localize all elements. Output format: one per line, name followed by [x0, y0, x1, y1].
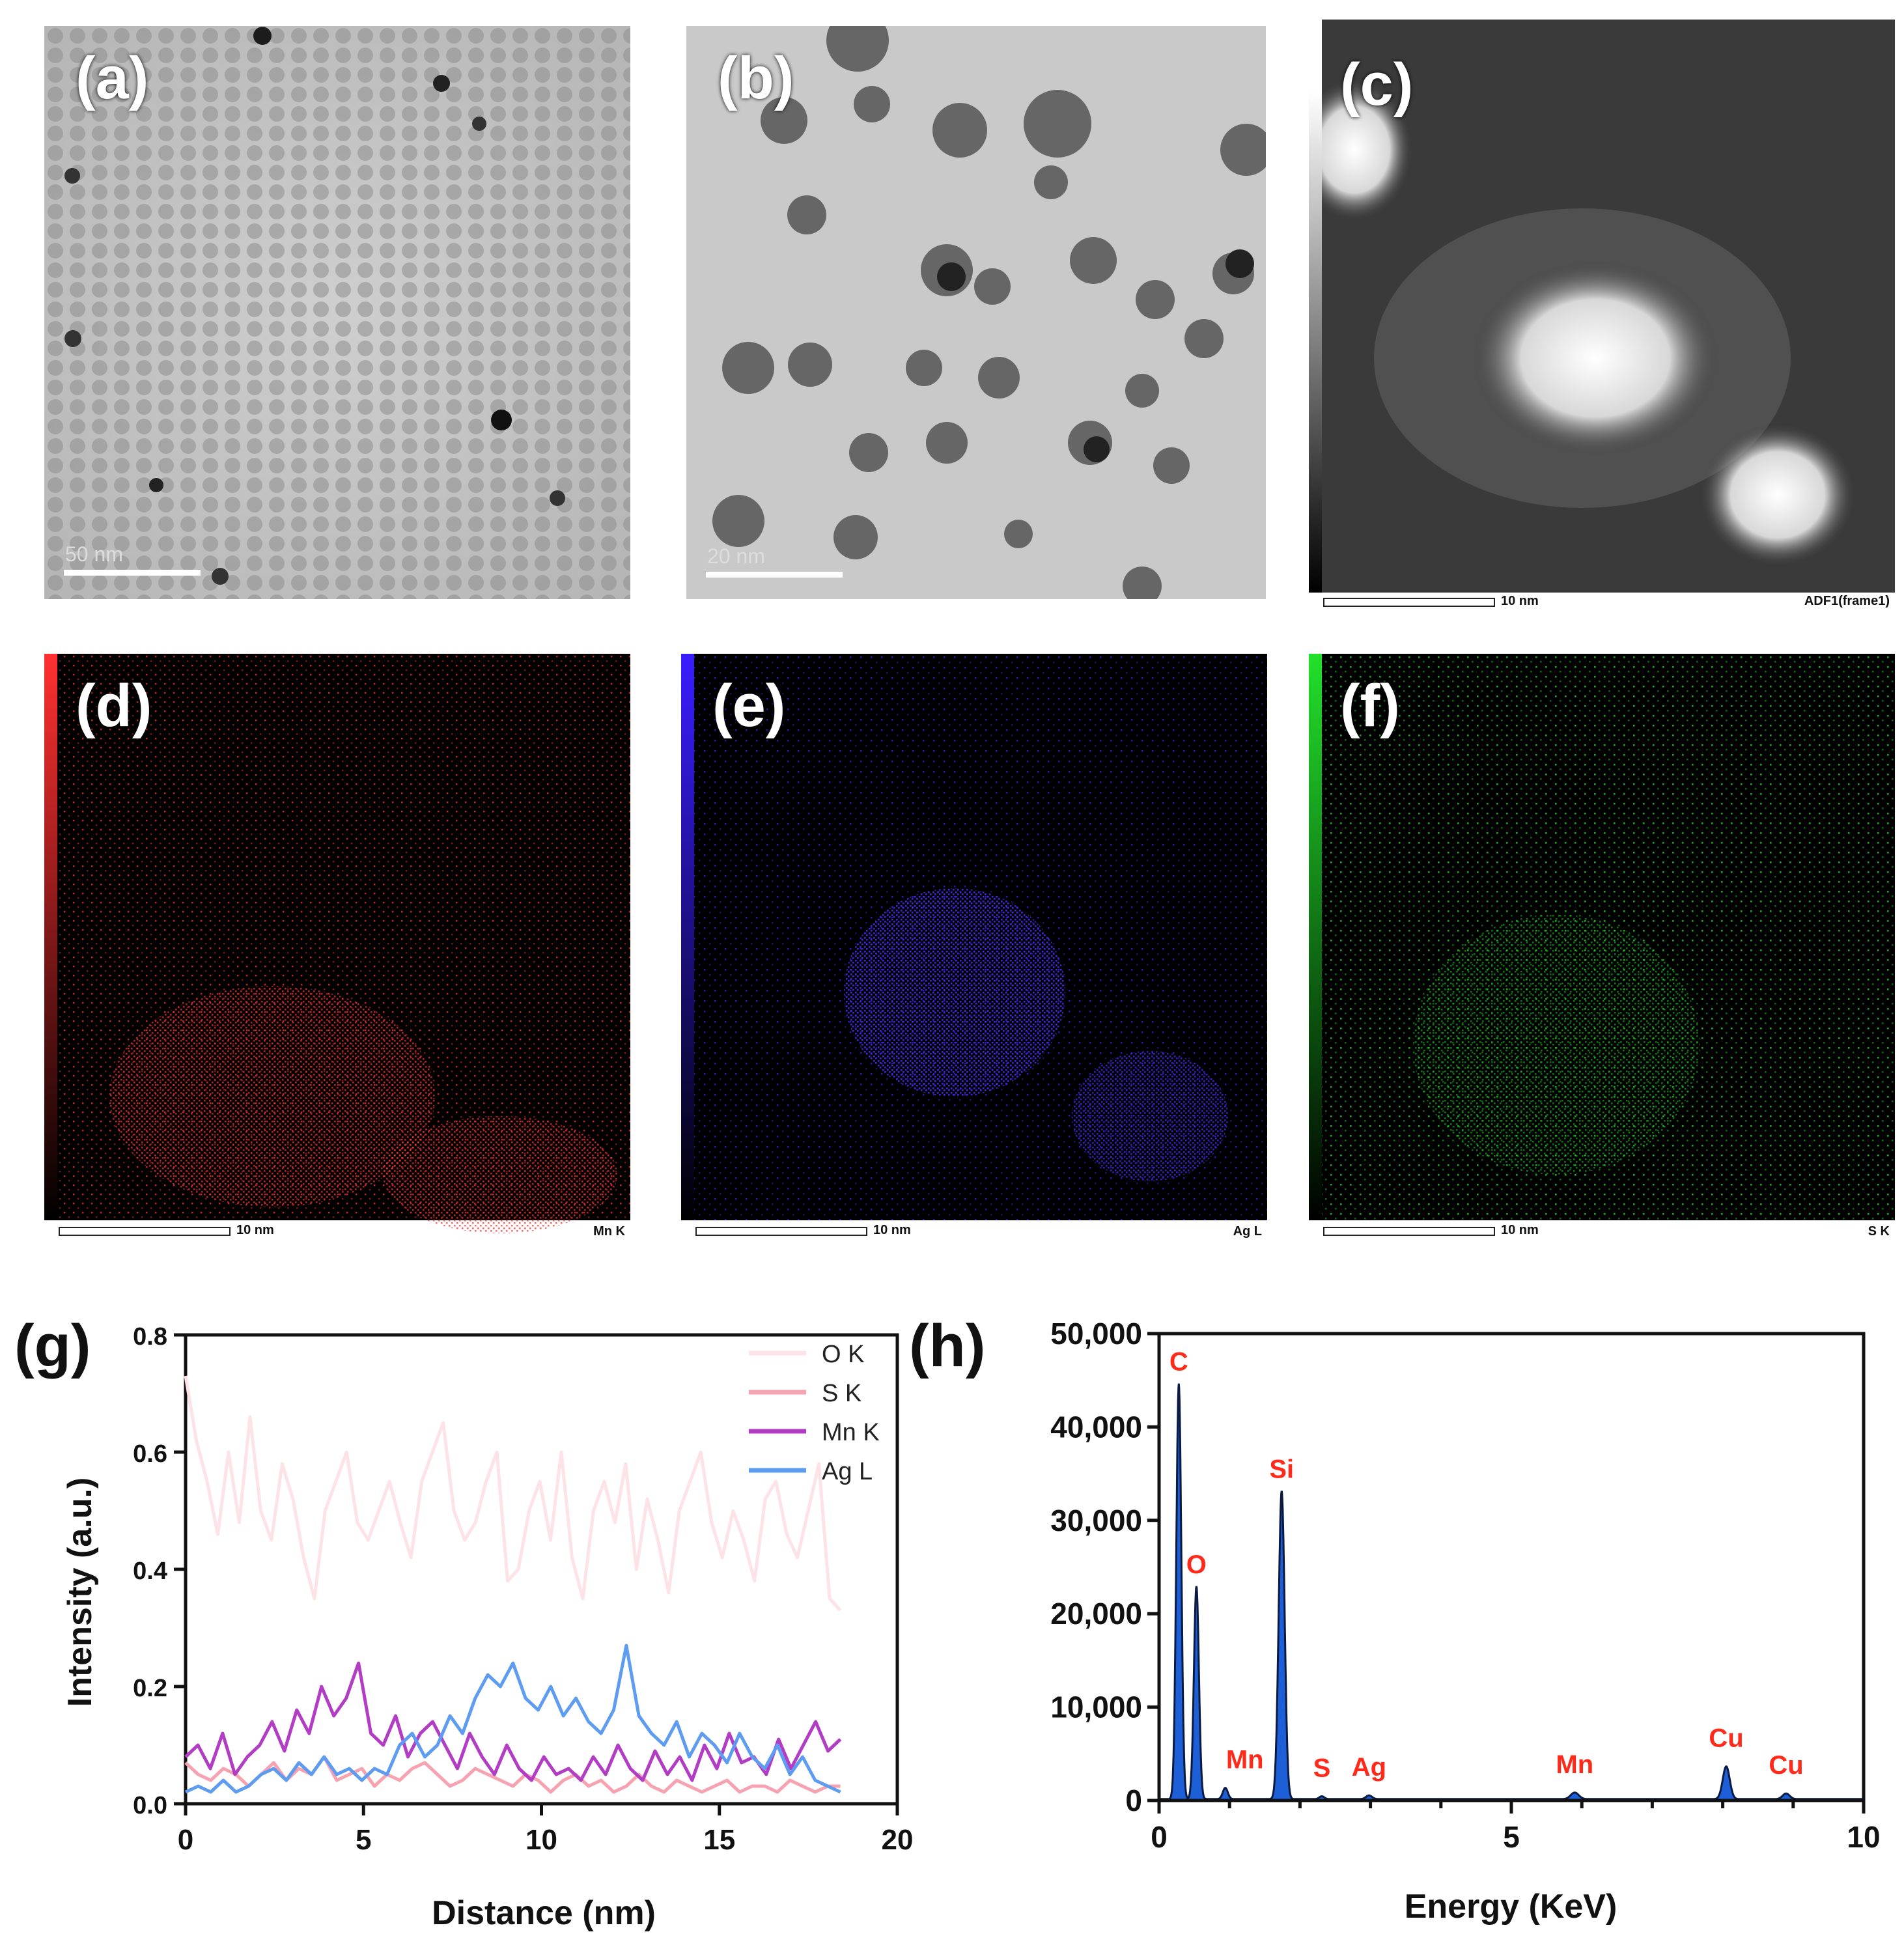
- scale-bar-e: [695, 1227, 867, 1236]
- series-line-mn-k: [184, 1661, 842, 1782]
- scale-bar-d: [59, 1227, 231, 1236]
- scale-bar-f: [1323, 1227, 1495, 1236]
- y-tick-label-h: 40,000: [1050, 1410, 1142, 1444]
- panel-label-f: (f): [1340, 673, 1400, 739]
- peak-label-h: Cu: [1709, 1724, 1743, 1753]
- scale-bar-a: [64, 570, 201, 576]
- x-tick-label-h: 10: [1847, 1820, 1880, 1854]
- tem-image-a: [44, 26, 630, 599]
- y-tick-label-h: 30,000: [1050, 1504, 1142, 1537]
- legend-label-g: O K: [822, 1341, 864, 1368]
- panel-label-e: (e): [712, 673, 786, 739]
- eds-map-s: [1309, 654, 1895, 1220]
- y-tick-label-h: 50,000: [1050, 1317, 1142, 1351]
- x-axis-label-h: Energy (KeV): [1405, 1888, 1617, 1926]
- peak-label-h: Si: [1269, 1455, 1294, 1484]
- peak-label-h: Mn: [1556, 1750, 1593, 1779]
- panel-label-g: (g): [14, 1313, 91, 1379]
- y-tick-label-g: 0.2: [133, 1675, 167, 1702]
- element-label-e: Ag L: [1233, 1224, 1262, 1239]
- peak-label-h: C: [1169, 1348, 1188, 1377]
- scale-text-d: 10 nm: [236, 1223, 274, 1237]
- y-tick-label-h: 0: [1125, 1784, 1142, 1817]
- scale-text-e: 10 nm: [873, 1223, 911, 1237]
- x-tick-label-g: 0: [178, 1824, 193, 1856]
- plot-area-g: 0 5 10 15 20 0.0 0.2 0.4 0.6 0.8 O K S K Mn K Ag L: [133, 1323, 913, 1856]
- series-line-o-k: [184, 1375, 842, 1612]
- scale-bar-b: [706, 572, 843, 578]
- axes-frame-h: [1157, 1332, 1866, 1802]
- scale-bar-c: [1323, 598, 1495, 607]
- peak-label-h: Mn: [1226, 1746, 1264, 1774]
- x-tick-label-g: 5: [356, 1824, 371, 1856]
- panel-label-h: (h): [909, 1313, 986, 1379]
- series-line-s-k: [184, 1755, 841, 1794]
- peak-label-h: O: [1186, 1550, 1207, 1579]
- y-axis-label-g: Intensity (a.u.): [61, 1478, 99, 1707]
- x-tick-label-g: 20: [882, 1824, 914, 1856]
- legend-label-g: Mn K: [822, 1419, 880, 1446]
- eds-spectrum-chart: 0 5 10 0 10,000 20,000 30,000 40,000 50,000 C O Mn S…: [1050, 1317, 1880, 1926]
- eds-map-ag: [681, 654, 1267, 1220]
- panel-b-tem: (b) 20 nm: [686, 26, 1266, 599]
- panel-f-s-map: (f) 10 nm S K: [1309, 654, 1895, 1259]
- y-tick-label-h: 20,000: [1050, 1597, 1142, 1631]
- spectrum-area-h: [1158, 1383, 1865, 1802]
- panel-d-mn-map: (d) 10 nm Mn K: [44, 654, 630, 1259]
- x-tick-label-h: 5: [1503, 1820, 1520, 1854]
- element-label-f: S K: [1868, 1224, 1890, 1239]
- peak-label-h: Ag: [1352, 1753, 1386, 1782]
- y-tick-label-g: 0.0: [133, 1792, 167, 1819]
- tem-image-b: [686, 26, 1266, 599]
- panel-e-ag-map: (e) 10 nm Ag L: [681, 654, 1267, 1259]
- scale-text-f: 10 nm: [1501, 1223, 1539, 1237]
- element-label-d: Mn K: [593, 1224, 625, 1239]
- x-tick-label-g: 15: [703, 1824, 735, 1856]
- y-tick-label-g: 0.6: [133, 1440, 167, 1468]
- y-tick-label-h: 10,000: [1050, 1690, 1142, 1724]
- panel-label-d: (d): [76, 673, 152, 739]
- y-tick-label-g: 0.8: [133, 1323, 167, 1351]
- frame-label-c: ADF1(frame1): [1804, 594, 1890, 608]
- plot-area-h: 0 5 10 0 10,000 20,000 30,000 40,000 50,000 C O Mn S…: [1050, 1317, 1880, 1854]
- axes-frame-g: [184, 1333, 899, 1806]
- x-axis-label-g: Distance (nm): [432, 1894, 656, 1932]
- legend-label-g: Ag L: [822, 1458, 873, 1485]
- panel-label-b: (b): [718, 45, 794, 111]
- panel-a-tem: (a) 50 nm: [44, 26, 630, 599]
- series-line-ag-l: [184, 1644, 841, 1794]
- scale-text-a: 50 nm: [65, 542, 123, 566]
- panel-label-c: (c): [1340, 51, 1414, 118]
- line-profile-chart: 0 5 10 15 20 0.0 0.2 0.4 0.6 0.8 O K S K Mn K Ag L Di…: [61, 1323, 913, 1932]
- eds-map-mn: [44, 654, 630, 1233]
- y-tick-label-g: 0.4: [133, 1558, 167, 1585]
- peak-label-h: Cu: [1769, 1751, 1803, 1780]
- x-tick-label-g: 10: [525, 1824, 557, 1856]
- peak-label-h: S: [1313, 1754, 1331, 1783]
- legend-label-g: S K: [822, 1380, 861, 1407]
- panel-label-a: (a): [76, 45, 149, 111]
- panel-c-adf: (c) 10 nm ADF1(frame1): [1309, 20, 1895, 632]
- x-tick-label-h: 0: [1151, 1820, 1168, 1854]
- scale-text-c: 10 nm: [1501, 594, 1539, 608]
- scale-text-b: 20 nm: [707, 544, 765, 568]
- adf-image-c: [1309, 20, 1895, 593]
